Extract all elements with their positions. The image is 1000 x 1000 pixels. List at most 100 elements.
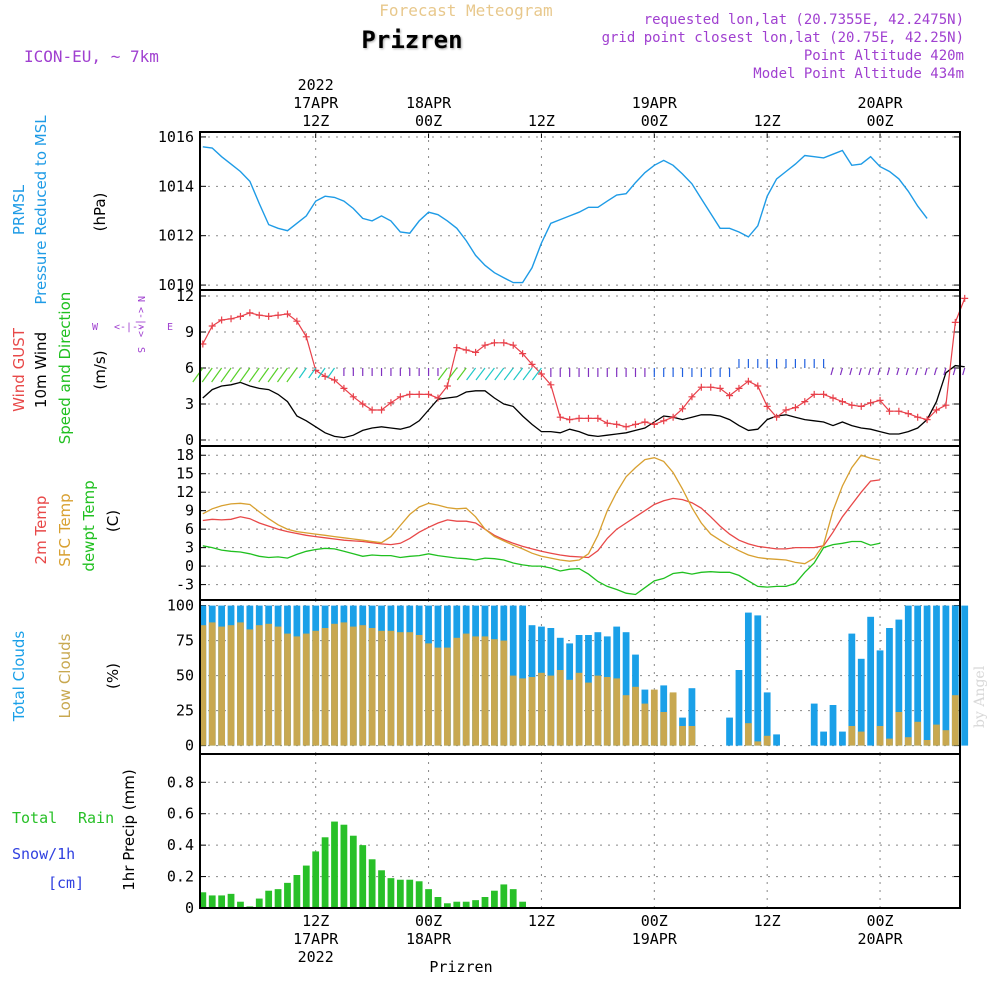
panels: 1010101210141016036912-30369121518025507…	[158, 128, 969, 917]
total-clouds-bar	[942, 605, 950, 746]
rain-bar	[208, 895, 216, 908]
total-clouds-bar	[754, 615, 762, 746]
low-clouds-label: Low Clouds	[56, 633, 74, 718]
clouds-ytick-label: 0	[185, 737, 194, 755]
total-clouds-bar	[857, 658, 865, 746]
low-clouds-bar	[519, 678, 527, 746]
low-clouds-bar	[265, 623, 273, 746]
wind-barb	[962, 367, 966, 376]
wind-barb	[447, 367, 458, 381]
clouds-unit: (%)	[104, 663, 122, 689]
rain-bar	[218, 895, 226, 908]
low-clouds-bar	[538, 672, 545, 746]
low-clouds-bar	[509, 675, 517, 746]
wind-gust-marker	[923, 416, 931, 424]
wind-gust-marker	[227, 315, 235, 323]
rain-bar	[378, 870, 385, 908]
low-clouds-bar	[688, 726, 696, 746]
wind-barb	[437, 367, 448, 381]
wind-gust-marker	[763, 402, 771, 410]
clouds-ytick-label: 50	[176, 667, 194, 685]
low-clouds-bar	[312, 630, 320, 746]
wind-gust-marker	[255, 311, 263, 319]
wind-gust-marker	[951, 318, 959, 326]
pressure-unit: (hPa)	[91, 193, 109, 232]
wind-barb	[531, 367, 542, 381]
rain-bar	[368, 859, 376, 908]
wind-gust-marker	[218, 316, 226, 324]
requested-coords: requested lon,lat (20.7355E, 42.2475N)	[644, 12, 964, 28]
rain-bar	[284, 882, 291, 908]
wind-gust-marker	[462, 346, 470, 354]
gust-label: Wind GUST	[10, 327, 28, 412]
point-altitude: Point Altitude 420m	[804, 48, 964, 64]
wind-barb	[211, 367, 223, 383]
precip-ytick-label: 0.8	[167, 773, 194, 791]
low-clouds-bar	[566, 679, 574, 746]
wind-gust-marker	[283, 310, 291, 318]
wind-gust-marker	[547, 381, 555, 389]
low-clouds-bar	[848, 726, 856, 746]
top-time-label: 19APR	[632, 94, 678, 112]
compass-south: S	[135, 347, 146, 353]
rain-bar	[462, 901, 470, 908]
low-clouds-bar	[378, 630, 385, 746]
temp-ytick-label: 6	[185, 520, 194, 538]
low-clouds-bar	[594, 675, 602, 746]
wind-gust-marker	[472, 348, 480, 356]
top-time-label: 12Z	[754, 112, 781, 130]
low-clouds-bar	[613, 678, 621, 746]
low-clouds-bar	[547, 675, 555, 746]
wind-barb	[943, 367, 947, 376]
wind-gust-marker	[754, 382, 762, 390]
wind-barb	[201, 367, 213, 383]
supertitle: Forecast Meteogram	[379, 1, 552, 20]
compass-ew-arrows: <-|->	[114, 322, 144, 333]
low-clouds-bar	[387, 630, 395, 746]
wind-gust-marker	[575, 414, 583, 422]
rain-bar	[472, 900, 479, 908]
wind-gust-marker	[885, 407, 893, 415]
grid-coords: grid point closest lon,lat (20.75E, 42.2…	[602, 30, 964, 46]
low-clouds-bar	[641, 703, 649, 746]
wind-gust-marker	[584, 414, 592, 422]
total-clouds-bar	[735, 670, 743, 746]
low-clouds-bar	[895, 712, 903, 746]
wind-gust-marker	[359, 400, 367, 408]
rain-bar	[453, 901, 461, 908]
low-clouds-bar	[443, 647, 451, 746]
rain-bar	[443, 903, 451, 908]
wind-barb	[924, 367, 928, 376]
top-time-label: 18APR	[406, 94, 452, 112]
wind-gust-marker	[942, 401, 950, 409]
total-clouds-bar	[726, 717, 733, 746]
low-clouds-bar	[933, 724, 940, 746]
compass-west: W	[92, 322, 99, 333]
wind-barb	[248, 367, 260, 383]
pressure-label-2: Pressure Reduced to MSL	[32, 115, 50, 305]
total-clouds-bar	[848, 633, 856, 746]
bottom-time-label: 12Z	[528, 912, 555, 930]
wind-gust-marker	[895, 407, 903, 415]
wind-barb	[327, 367, 335, 379]
low-clouds-bar	[632, 686, 639, 746]
precip-ytick-label: 0.2	[167, 868, 194, 886]
low-clouds-bar	[603, 677, 611, 746]
precip-panel: 0 0.2 0.4 0.6 0.8	[167, 753, 961, 917]
low-clouds-bar	[359, 625, 367, 746]
wind-ytick-label: 9	[185, 323, 194, 341]
temp-ytick-label: 3	[185, 539, 194, 557]
wind-gust-marker	[566, 416, 574, 424]
low-clouds-bar	[246, 629, 254, 746]
low-clouds-bar	[876, 726, 884, 746]
low-clouds-bar	[575, 672, 583, 746]
wind-gust-marker	[669, 413, 677, 421]
wind-gust-marker	[500, 339, 508, 347]
low-clouds-bar	[923, 740, 931, 746]
wind-gust-marker	[961, 294, 969, 302]
total-clouds-bar	[839, 731, 846, 746]
wind-gust-marker	[519, 350, 527, 358]
wind-barb	[308, 367, 317, 379]
wind-barb	[276, 367, 288, 383]
clouds-panel: 0 25 50 75 100	[167, 597, 969, 755]
